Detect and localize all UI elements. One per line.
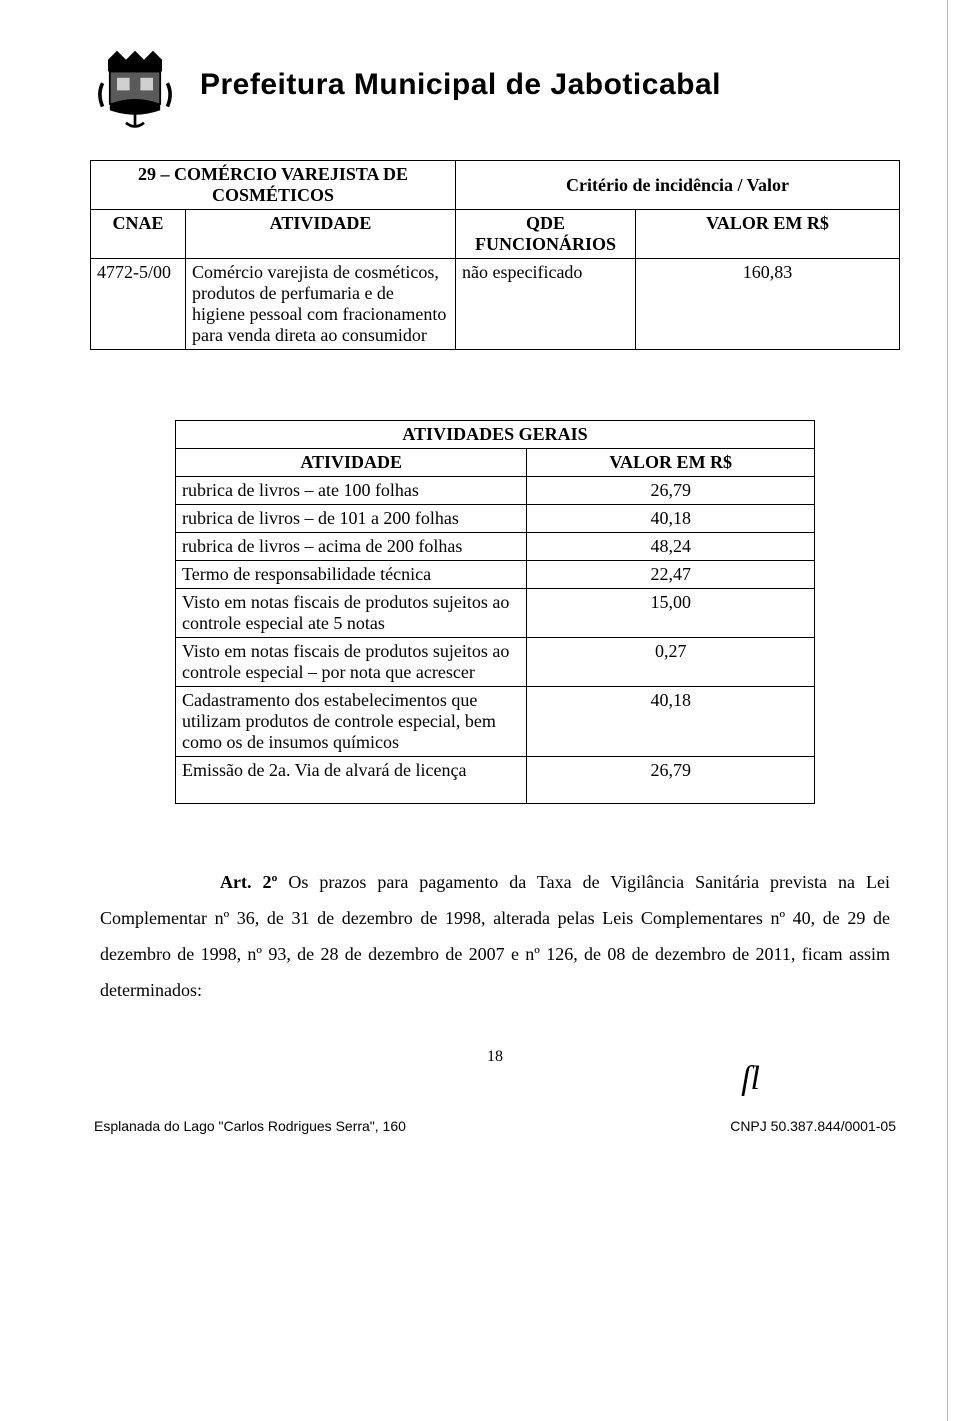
table2-title-row: ATIVIDADES GERAIS bbox=[176, 421, 815, 449]
table-row: rubrica de livros – ate 100 folhas 26,79 bbox=[176, 477, 815, 505]
table-row: Emissão de 2a. Via de alvará de licença … bbox=[176, 757, 815, 804]
td2-atv: Termo de responsabilidade técnica bbox=[176, 561, 527, 589]
footer: Esplanada do Lago "Carlos Rodrigues Serr… bbox=[90, 1118, 900, 1134]
th2-valor: VALOR EM R$ bbox=[527, 449, 815, 477]
td2-val: 48,24 bbox=[527, 533, 815, 561]
crest-icon bbox=[90, 40, 180, 130]
td2-val: 26,79 bbox=[527, 757, 815, 804]
table1-head-row: CNAE ATIVIDADE QDE FUNCIONÁRIOS VALOR EM… bbox=[91, 210, 900, 259]
table2-head-row: ATIVIDADE VALOR EM R$ bbox=[176, 449, 815, 477]
td2-val: 15,00 bbox=[527, 589, 815, 638]
article-text: Os prazos para pagamento da Taxa de Vigi… bbox=[100, 872, 890, 1000]
page: Prefeitura Municipal de Jaboticabal 29 –… bbox=[0, 0, 960, 1421]
td2-atv: Visto em notas fiscais de produtos sujei… bbox=[176, 638, 527, 687]
td-valor: 160,83 bbox=[636, 259, 900, 350]
td2-val: 22,47 bbox=[527, 561, 815, 589]
td2-val: 40,18 bbox=[527, 687, 815, 757]
article-label: Art. 2º bbox=[220, 872, 277, 892]
table-row: Visto em notas fiscais de produtos sujei… bbox=[176, 589, 815, 638]
td2-val: 40,18 bbox=[527, 505, 815, 533]
th2-atividade: ATIVIDADE bbox=[176, 449, 527, 477]
page-title: Prefeitura Municipal de Jaboticabal bbox=[200, 68, 721, 102]
right-margin-rule bbox=[947, 0, 948, 1421]
th-valor: VALOR EM R$ bbox=[636, 210, 900, 259]
table2-title: ATIVIDADES GERAIS bbox=[176, 421, 815, 449]
td2-val: 26,79 bbox=[527, 477, 815, 505]
th-cnae: CNAE bbox=[91, 210, 186, 259]
table-row: rubrica de livros – de 101 a 200 folhas … bbox=[176, 505, 815, 533]
th-atividade: ATIVIDADE bbox=[186, 210, 456, 259]
td-cnae: 4772-5/00 bbox=[91, 259, 186, 350]
td2-atv: rubrica de livros – de 101 a 200 folhas bbox=[176, 505, 527, 533]
table-row: Termo de responsabilidade técnica 22,47 bbox=[176, 561, 815, 589]
td2-atv: Cadastramento dos estabelecimentos que u… bbox=[176, 687, 527, 757]
td2-atv: Emissão de 2a. Via de alvará de licença bbox=[176, 757, 527, 804]
table1-title-row: 29 – COMÉRCIO VAREJISTA DE COSMÉTICOS Cr… bbox=[91, 161, 900, 210]
table-row: Cadastramento dos estabelecimentos que u… bbox=[176, 687, 815, 757]
table1-title-left: 29 – COMÉRCIO VAREJISTA DE COSMÉTICOS bbox=[91, 161, 456, 210]
table-comercio-varejista: 29 – COMÉRCIO VAREJISTA DE COSMÉTICOS Cr… bbox=[90, 160, 900, 350]
footer-left: Esplanada do Lago "Carlos Rodrigues Serr… bbox=[94, 1118, 406, 1134]
table1-data-row: 4772-5/00 Comércio varejista de cosmétic… bbox=[91, 259, 900, 350]
table1-title-right: Critério de incidência / Valor bbox=[456, 161, 900, 210]
td2-atv: rubrica de livros – acima de 200 folhas bbox=[176, 533, 527, 561]
th-qde: QDE FUNCIONÁRIOS bbox=[456, 210, 636, 259]
table-row: rubrica de livros – acima de 200 folhas … bbox=[176, 533, 815, 561]
table-atividades-gerais: ATIVIDADES GERAIS ATIVIDADE VALOR EM R$ … bbox=[175, 420, 815, 804]
footer-right: CNPJ 50.387.844/0001-05 bbox=[730, 1118, 896, 1134]
td2-atv: Visto em notas fiscais de produtos sujei… bbox=[176, 589, 527, 638]
td2-atv: rubrica de livros – ate 100 folhas bbox=[176, 477, 527, 505]
td-qde: não especificado bbox=[456, 259, 636, 350]
table-row: Visto em notas fiscais de produtos sujei… bbox=[176, 638, 815, 687]
td2-val: 0,27 bbox=[527, 638, 815, 687]
article-paragraph: Art. 2º Os prazos para pagamento da Taxa… bbox=[100, 864, 890, 1008]
td-atividade: Comércio varejista de cosméticos, produt… bbox=[186, 259, 456, 350]
header: Prefeitura Municipal de Jaboticabal bbox=[90, 40, 900, 130]
